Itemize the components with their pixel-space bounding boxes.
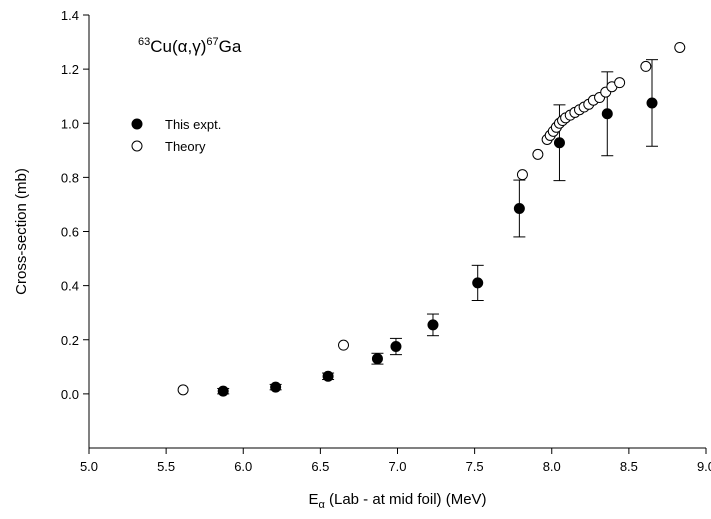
point [646,97,658,109]
annotation-part: Cu(α,γ) [150,37,206,56]
point [177,384,189,396]
point [338,339,350,351]
x-tick-label: 5.5 [157,459,175,474]
x-tick-label: 6.0 [234,459,252,474]
point [601,108,613,120]
y-axis-title: Cross-section (mb) [13,168,30,295]
x-tick-label: 8.5 [620,459,638,474]
legend-marker [131,140,143,152]
point [427,319,439,331]
x-tick-label: 5.0 [80,459,98,474]
point [217,385,229,397]
point [270,381,282,393]
y-tick-label: 0.0 [61,387,79,402]
legend-marker [131,118,143,130]
x-tick-label: 6.5 [311,459,329,474]
point [390,341,402,353]
annotation-sup: 63 [138,36,150,48]
point [553,137,565,149]
x-axis-title: Eα (Lab - at mid foil) (MeV) [308,491,486,511]
x-tick-label: 8.0 [543,459,561,474]
x-tick-label: 7.5 [466,459,484,474]
point [371,353,383,365]
y-tick-label: 0.2 [61,333,79,348]
y-tick-label: 1.0 [61,116,79,131]
x-axis-title-sub: α [318,499,325,511]
legend-label: Theory [165,139,206,154]
y-tick-label: 1.2 [61,62,79,77]
y-tick-label: 1.4 [61,8,79,23]
y-tick-label: 0.6 [61,225,79,240]
point [674,41,686,53]
y-tick-label: 0.4 [61,279,79,294]
point [472,277,484,289]
point [614,77,626,89]
point [513,202,525,214]
x-tick-label: 7.0 [388,459,406,474]
x-axis-title-part: (Lab - at mid foil) (MeV) [325,491,487,508]
x-axis-title-part: E [308,491,318,508]
point [640,60,652,72]
point [516,169,528,181]
annotation-part: Ga [219,37,242,56]
point [322,370,334,382]
x-tick-label: 9.0 [697,459,711,474]
annotation: 63Cu(α,γ)67Ga [138,36,242,56]
y-tick-label: 0.8 [61,170,79,185]
legend-label: This expt. [165,117,221,132]
point [532,148,544,160]
annotation-sup: 67 [206,36,218,48]
